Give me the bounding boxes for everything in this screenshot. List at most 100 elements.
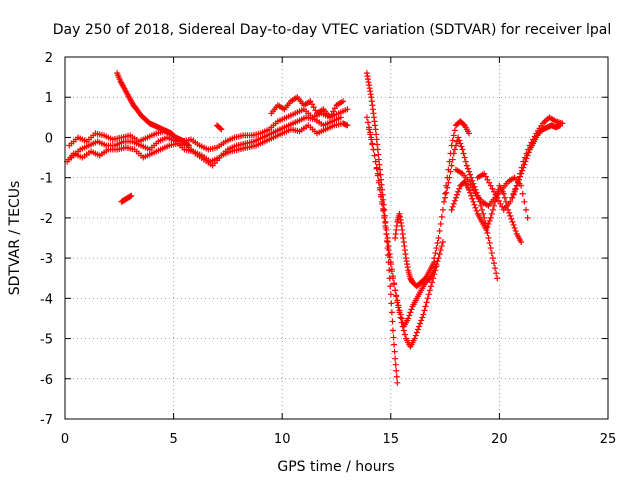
- grid-lines: [65, 57, 608, 419]
- data-point-interp: [469, 177, 476, 184]
- data-point-interp: [482, 173, 489, 180]
- data-point-interp: [456, 137, 463, 144]
- data-point-interp: [451, 197, 458, 204]
- data-point-interp: [419, 314, 426, 321]
- series-11: [392, 210, 438, 290]
- data-point-interp: [497, 200, 504, 207]
- data-point-interp: [438, 213, 445, 220]
- data-point-interp: [436, 251, 443, 258]
- data-point-interp: [490, 188, 497, 195]
- y-tick-label: -4: [40, 292, 53, 307]
- data-point-interp: [514, 179, 521, 186]
- data-point-interp: [391, 341, 398, 348]
- data-point: [307, 98, 314, 105]
- data-point-interp: [368, 136, 375, 143]
- data-point-interp: [472, 204, 479, 211]
- data-point: [509, 218, 516, 225]
- data-point-interp: [507, 212, 514, 219]
- data-point-interp: [479, 206, 486, 213]
- data-point: [370, 146, 377, 153]
- data-point-interp: [394, 297, 401, 304]
- data-point-interp: [467, 171, 474, 178]
- data-point-interp: [421, 276, 428, 283]
- data-point-interp: [484, 176, 491, 183]
- y-tick-label: 2: [45, 51, 53, 66]
- y-tick-label: -3: [40, 252, 53, 267]
- data-point: [487, 182, 494, 189]
- data-point-interp: [485, 220, 492, 227]
- data-point-interp: [397, 311, 404, 318]
- data-point-interp: [427, 283, 434, 290]
- data-point: [424, 295, 431, 302]
- data-point-interp: [473, 207, 480, 214]
- data-point-interp: [469, 195, 476, 202]
- data-point-interp: [468, 192, 475, 199]
- data-point-interp: [434, 240, 441, 247]
- data-point: [450, 150, 457, 157]
- y-tick-label: -2: [40, 212, 53, 227]
- data-point-interp: [369, 141, 376, 148]
- series-4: [114, 70, 192, 149]
- data-point-interp: [441, 198, 448, 205]
- data-point: [448, 206, 455, 213]
- y-tick-label: -7: [40, 413, 53, 428]
- data-point-interp: [373, 136, 380, 143]
- data-point: [442, 194, 449, 201]
- data-point-interp: [331, 105, 338, 112]
- data-point: [420, 311, 427, 318]
- data-point: [392, 355, 399, 362]
- data-point-interp: [413, 329, 420, 336]
- data-point: [494, 275, 501, 282]
- data-point: [518, 239, 525, 246]
- data-point-interp: [398, 315, 405, 322]
- data-point: [383, 226, 390, 233]
- data-point-interp: [489, 206, 496, 213]
- data-point: [452, 194, 459, 201]
- series-5: [118, 192, 135, 205]
- data-point-interp: [310, 104, 317, 111]
- data-point: [468, 174, 475, 181]
- data-point-interp: [512, 185, 519, 192]
- data-point-interp: [471, 201, 478, 208]
- data-point-interp: [371, 152, 378, 159]
- data-point: [470, 198, 477, 205]
- data-point-interp: [309, 101, 316, 108]
- data-point-interp: [386, 251, 393, 258]
- data-point-interp: [490, 260, 497, 267]
- data-point-interp: [446, 158, 453, 165]
- data-point: [381, 206, 388, 213]
- data-point: [366, 126, 373, 133]
- data-point-interp: [422, 303, 429, 310]
- data-point-interp: [460, 150, 467, 157]
- data-point-interp: [393, 373, 400, 380]
- data-point-interp: [521, 161, 528, 168]
- data-point-interp: [393, 367, 400, 374]
- data-point-interp: [380, 205, 387, 212]
- x-tick-label: 10: [274, 432, 291, 447]
- data-point-interp: [461, 154, 468, 161]
- data-point-interp: [423, 299, 430, 306]
- data-point-interp: [525, 149, 532, 156]
- data-point: [363, 114, 370, 121]
- x-tick-label: 5: [169, 432, 177, 447]
- data-point-interp: [493, 270, 500, 277]
- data-point: [524, 214, 531, 221]
- data-point-interp: [449, 137, 456, 144]
- x-tick-label: 15: [383, 432, 400, 447]
- data-point: [446, 174, 453, 181]
- data-point-interp: [426, 287, 433, 294]
- y-tick-label: -1: [40, 172, 53, 187]
- data-point-interp: [465, 168, 472, 175]
- data-point-interp: [448, 162, 455, 169]
- x-tick-label: 25: [600, 432, 617, 447]
- data-point-interp: [388, 266, 395, 273]
- data-point-interp: [523, 155, 530, 162]
- data-point-interp: [391, 348, 398, 355]
- data-point: [389, 327, 396, 334]
- data-point-interp: [508, 215, 515, 222]
- series-12: [431, 118, 472, 262]
- data-point-interp: [373, 131, 380, 138]
- data-point-interp: [489, 185, 496, 192]
- data-point-interp: [425, 291, 432, 298]
